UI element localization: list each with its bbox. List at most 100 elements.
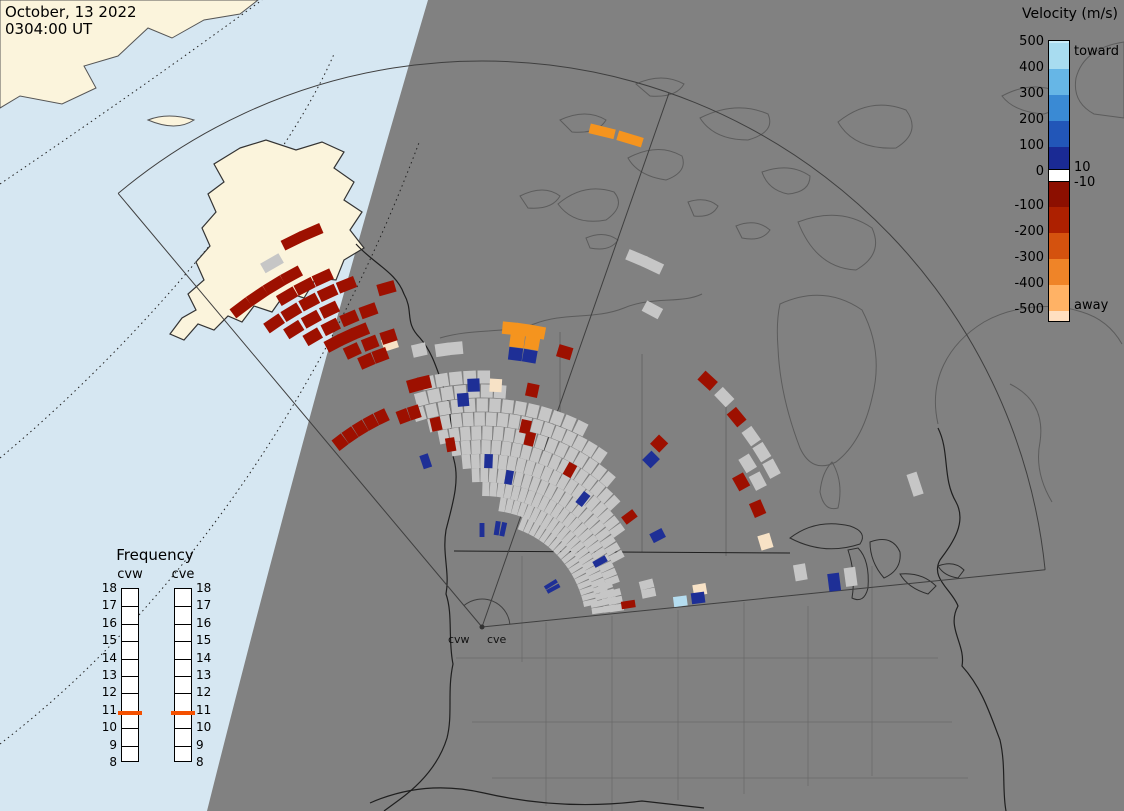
velocity-cell	[543, 532, 557, 547]
velocity-cell	[538, 450, 553, 467]
velocity-cell	[621, 509, 638, 525]
velocity-cell	[497, 454, 508, 470]
frequency-tick: 14	[196, 650, 212, 665]
velocity-cell	[690, 591, 706, 605]
time-label: 0304:00 UT	[5, 20, 93, 38]
velocity-cell	[563, 478, 579, 495]
velocity-cell	[697, 370, 718, 391]
velocity-cell	[591, 501, 608, 518]
frequency-bar-tickline	[175, 659, 191, 660]
velocity-cell	[470, 453, 480, 469]
velocity-cell	[748, 499, 767, 518]
frequency-tick: 15	[196, 633, 212, 648]
velocity-tick: -500	[1014, 302, 1044, 317]
frequency-tick: 9	[109, 737, 117, 752]
fov-edge-line	[481, 569, 1046, 628]
velocity-cell	[561, 530, 576, 546]
velocity-cell	[587, 570, 603, 583]
velocity-cell	[275, 286, 299, 306]
velocity-cell	[342, 342, 362, 360]
velocity-cell	[444, 437, 457, 453]
velocity-cell	[429, 416, 443, 432]
velocity-cell	[545, 517, 560, 533]
velocity-cell	[531, 492, 543, 509]
velocity-cell	[557, 545, 572, 560]
southern-coastline	[369, 787, 705, 809]
velocity-cell	[524, 382, 540, 398]
island-land	[146, 115, 196, 127]
velocity-cell	[584, 495, 601, 512]
velocity-cell	[546, 583, 561, 594]
velocity-cell	[551, 521, 565, 537]
velocity-cell	[598, 560, 615, 574]
velocity-cell	[620, 599, 636, 610]
velocity-cell	[485, 412, 497, 427]
velocity-cell	[592, 555, 608, 568]
velocity-cell	[565, 535, 581, 550]
velocity-cell	[588, 123, 616, 140]
velocity-cell	[503, 483, 513, 500]
frequency-tick: 16	[101, 615, 117, 630]
velocity-cell	[714, 386, 735, 408]
velocity-cell	[481, 440, 491, 455]
velocity-cell	[556, 507, 571, 524]
velocity-cell	[477, 370, 491, 384]
velocity-cell	[471, 467, 480, 483]
velocity-tick: 400	[1019, 60, 1044, 75]
velocity-cell	[263, 313, 286, 334]
velocity-cell	[280, 302, 303, 322]
frequency-tick: 18	[101, 581, 117, 595]
velocity-cell	[550, 503, 564, 519]
frequency-tick: 15	[101, 633, 117, 648]
siberia-land	[0, 0, 259, 109]
colorbar-segment	[1049, 311, 1069, 321]
frequency-marker	[171, 711, 195, 716]
velocity-cell	[906, 471, 924, 497]
velocity-cell	[582, 534, 598, 549]
velocity-cell	[544, 437, 559, 454]
velocity-cell	[517, 516, 529, 532]
velocity-cell	[523, 518, 535, 534]
velocity-cell	[419, 453, 433, 470]
velocity-cell	[510, 485, 521, 501]
velocity-cell	[491, 440, 502, 455]
velocity-cell	[245, 285, 269, 307]
velocity-cell	[438, 414, 452, 430]
radar-fov-outline	[117, 60, 1046, 630]
colorbar-segment	[1049, 233, 1069, 259]
velocity-cell	[572, 522, 588, 538]
velocity-cell	[460, 440, 471, 456]
velocity-cell	[362, 413, 380, 431]
velocity-cell	[529, 418, 544, 435]
velocity-cell	[564, 556, 580, 569]
velocity-side-label: toward	[1074, 44, 1120, 59]
velocity-cell	[571, 502, 587, 518]
velocity-cell	[543, 499, 557, 515]
velocity-cell	[827, 572, 842, 592]
state-borders	[456, 556, 968, 811]
velocity-cell	[413, 391, 429, 407]
frequency-bar-tickline	[122, 693, 138, 694]
velocity-cell	[649, 528, 666, 544]
velocity-cell	[583, 514, 600, 530]
velocity-cell	[523, 431, 537, 447]
frequency-tick: 11	[196, 702, 212, 717]
velocity-cell	[517, 502, 528, 518]
velocity-cell	[732, 472, 751, 492]
velocity-cell	[582, 598, 598, 607]
velocity-side-label: away	[1074, 298, 1109, 313]
velocity-cell	[540, 421, 555, 438]
frequency-tick: 13	[196, 668, 212, 682]
velocity-cell	[638, 578, 655, 591]
velocity-cell	[339, 309, 360, 328]
velocity-cell	[523, 460, 536, 476]
velocity-tick: 200	[1019, 112, 1044, 127]
velocity-cell	[534, 434, 548, 451]
velocity-cell	[512, 471, 524, 488]
velocity-cell	[604, 494, 621, 511]
velocity-cell	[523, 335, 541, 351]
frequency-tick: 8	[109, 755, 117, 769]
velocity-cell	[504, 469, 515, 485]
velocity-cell	[726, 406, 747, 428]
